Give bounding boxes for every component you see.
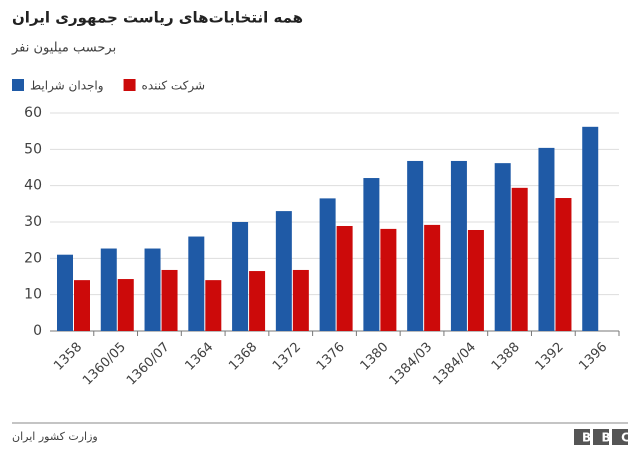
bar	[363, 178, 380, 331]
bar	[424, 224, 441, 331]
logo: BBC	[582, 431, 640, 445]
x-tick-label: 1384/04	[430, 340, 479, 389]
bar	[380, 228, 397, 331]
legend-swatch	[123, 79, 136, 91]
y-tick-label: 20	[24, 250, 42, 266]
bar	[494, 163, 511, 331]
bar	[249, 271, 266, 331]
x-tick-label: 1384/03	[387, 340, 436, 389]
bar	[582, 126, 599, 331]
logo-boxes	[574, 429, 628, 445]
x-tick-label: 1392	[533, 340, 567, 374]
bar	[511, 187, 528, 331]
bar	[407, 160, 424, 331]
bar	[467, 229, 484, 331]
x-tick-label: 1388	[489, 340, 523, 374]
bar	[450, 160, 467, 331]
y-tick-label: 60	[24, 105, 42, 121]
legend-swatch	[12, 79, 24, 91]
bar	[144, 248, 161, 331]
bar	[275, 211, 292, 331]
x-tick-label: 1368	[226, 340, 260, 374]
y-tick-label: 30	[24, 214, 42, 230]
bar	[161, 269, 178, 331]
x-tick-label: 1396	[576, 340, 610, 374]
bar	[205, 280, 222, 331]
bar	[336, 225, 353, 331]
bar	[292, 269, 309, 331]
x-tick-label: 1364	[182, 340, 216, 374]
bar	[538, 147, 555, 331]
bar	[188, 236, 205, 331]
y-tick-label: 0	[33, 323, 42, 339]
legend-label: شرکت کننده	[142, 79, 206, 94]
bar	[100, 248, 117, 331]
bar	[555, 198, 572, 331]
x-tick-label: 1358	[51, 340, 85, 374]
legend-label: واجدان شرایط	[30, 79, 104, 94]
x-tick-label: 1360/05	[80, 340, 129, 389]
bar	[74, 280, 90, 331]
bar	[57, 254, 73, 331]
chart-title: همه انتخابات‌های ریاست جمهوری ایران	[12, 9, 303, 27]
bar	[117, 279, 134, 331]
bar	[232, 222, 249, 331]
x-tick-label: 1380	[358, 340, 392, 374]
y-tick-label: 40	[24, 178, 42, 194]
bar	[319, 198, 336, 331]
y-tick-label: 10	[24, 287, 42, 303]
y-tick-label: 50	[24, 141, 42, 157]
chart-subtitle: برحسب میلیون نفر	[11, 41, 116, 56]
x-tick-label: 1376	[314, 340, 348, 374]
source: وزارت کشور ایران	[12, 430, 98, 443]
x-tick-label: 1372	[270, 340, 304, 374]
x-tick-label: 1360/07	[124, 340, 173, 389]
